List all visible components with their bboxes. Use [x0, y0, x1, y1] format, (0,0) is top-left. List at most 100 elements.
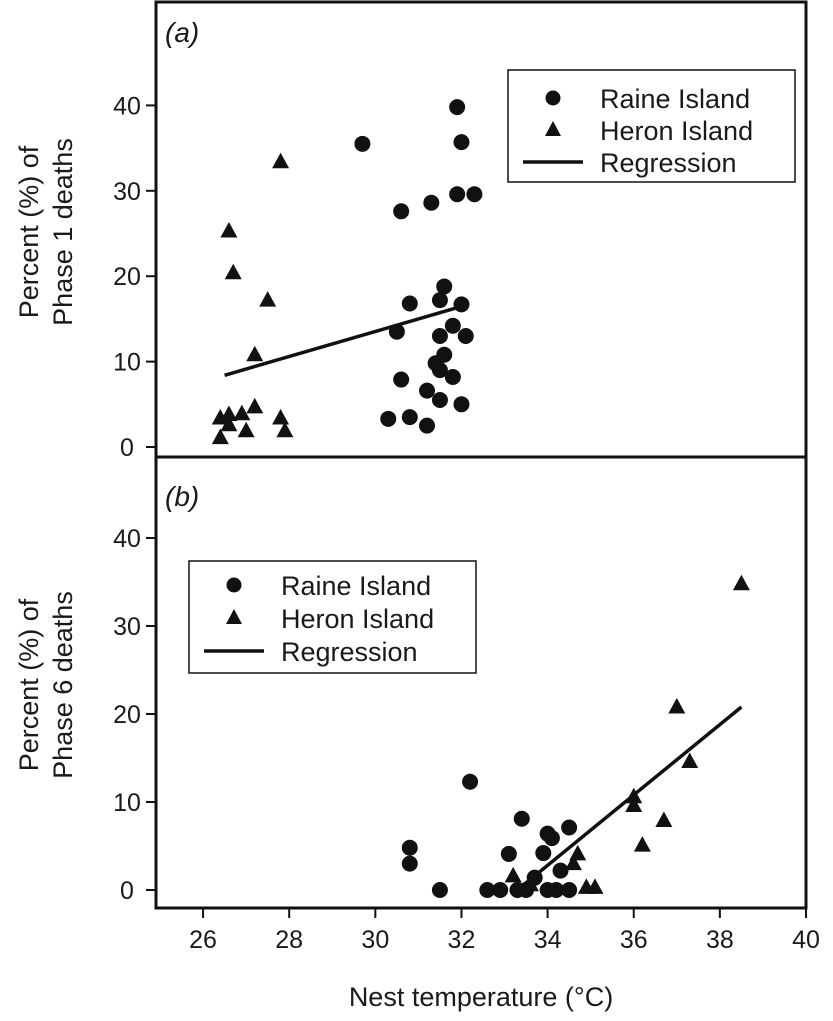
panel-b-heron-point: [633, 836, 651, 852]
panel-b-heron-point: [681, 752, 699, 769]
panel-a-heron-point: [211, 428, 229, 445]
panel-b-ytick-label: 40: [113, 525, 141, 553]
panel-b-raine-point: [500, 845, 517, 862]
panel-b-heron-point: [668, 697, 686, 714]
panel-a-regression-line: [224, 303, 467, 377]
panel-b-raine-point: [479, 882, 496, 898]
panel-b-ylabel-line2: Phase 6 deaths: [48, 591, 78, 779]
panel-b-raine-point: [462, 773, 479, 790]
panel-b-frame: [154, 455, 808, 910]
panel-a-ytick-label: 20: [113, 263, 141, 291]
panel-a-raine-point: [393, 371, 410, 388]
panel-a-raine-point: [466, 186, 483, 203]
x-tick-label: 38: [706, 926, 734, 954]
x-tick-label: 36: [620, 926, 648, 954]
panel-a-raine-point: [419, 382, 436, 399]
panel-b-raine-point: [548, 882, 565, 898]
x-axis-title: Nest temperature (°C): [349, 982, 613, 1012]
panel-a-raine-point: [388, 323, 405, 340]
panel-b-raine-point: [535, 845, 552, 862]
panel-a-heron-point: [233, 404, 251, 421]
panel-b-ytick-label: 30: [113, 613, 141, 641]
panel-a-heron-point: [272, 152, 290, 169]
panel-a-raine-point: [431, 362, 448, 379]
panel-b-raine-point: [561, 882, 578, 898]
panel-a-raine-point: [444, 317, 461, 334]
panel-a-heron-point: [272, 408, 290, 425]
panel-b-ylabel-line1: Percent (%) of: [14, 598, 44, 771]
panel-a-legend-circle-marker: [545, 90, 561, 106]
panel-a-raine-point: [401, 409, 418, 426]
panel-a-legend-regression: Regression: [600, 148, 737, 178]
panel-a-label: (a): [165, 17, 199, 48]
panel-a-raine-point: [423, 194, 440, 211]
panel-b-raine-point: [543, 830, 560, 847]
panel-a-ytick-label: 40: [113, 92, 141, 120]
panel-b-raine-point: [552, 862, 569, 879]
panel-b-raine-point: [513, 810, 530, 827]
panel-a-heron-point: [224, 263, 242, 280]
panel-b-legend-raine: Raine Island: [281, 571, 431, 601]
panel-b-raine-point: [431, 882, 448, 898]
panel-a-legend-triangle-marker: [545, 121, 561, 136]
panel-a-raine-point: [453, 396, 470, 413]
panel-a-heron-point: [220, 405, 238, 422]
panel-b-raine-point: [492, 882, 509, 898]
panel-a-legend: Raine Island Heron Island Regression: [507, 69, 796, 183]
panel-a-raine-point: [449, 99, 466, 116]
panel-a-raine-point: [431, 292, 448, 309]
panel-a-raine-point: [436, 278, 453, 295]
panel-b-heron-point: [625, 787, 643, 804]
panel-b-heron-point: [625, 796, 643, 813]
panel-b-ytick-label: 20: [113, 701, 141, 729]
panel-b-heron-point: [521, 875, 539, 892]
panel-b-heron-point: [504, 866, 522, 883]
panel-b-plot: 0 10 20 30 40 26 28 30 32 34 36 38 40: [113, 525, 820, 954]
panel-a-raine-point: [380, 410, 397, 427]
panel-a-heron-point: [246, 397, 264, 414]
panel-b-legend-circle-marker: [226, 577, 242, 593]
panel-b-heron-point: [564, 854, 582, 871]
panel-b-legend-heron: Heron Island: [281, 604, 434, 634]
panel-a-heron-point: [220, 221, 238, 238]
panel-a-raine-point: [436, 346, 453, 363]
panel-b-label: (b): [165, 481, 199, 512]
panel-a-raine-point: [419, 417, 436, 434]
panel-b-legend: Raine Island Heron Island Regression: [188, 560, 477, 674]
panel-a-raine-point: [449, 186, 466, 203]
panel-a-ytick-label: 0: [120, 434, 134, 462]
panel-a-ytick-label: 30: [113, 178, 141, 206]
panel-a-raine-point: [431, 392, 448, 409]
panel-a-heron-point: [246, 345, 264, 362]
panel-b-raine-point: [401, 839, 418, 856]
panel-a-raine-point: [431, 327, 448, 344]
x-tick-label: 26: [189, 926, 217, 954]
panel-a-raine-point: [393, 203, 410, 220]
x-tick-label: 32: [448, 926, 476, 954]
panel-a-ylabel-line2: Phase 1 deaths: [48, 138, 78, 326]
panel-a-raine-point: [354, 135, 371, 152]
panel-b-raine-point: [401, 855, 418, 872]
panel-a-legend-raine: Raine Island: [600, 84, 750, 114]
panel-a-heron-point: [237, 421, 255, 438]
panel-a-legend-heron: Heron Island: [600, 116, 753, 146]
panel-b-legend-triangle-marker: [226, 609, 242, 624]
panel-a-heron-point: [259, 291, 277, 307]
panel-a-plot: 0 10 20 30 40: [113, 92, 483, 462]
panel-b-ytick-label: 0: [120, 877, 134, 905]
panel-a-raine-point: [453, 134, 470, 151]
panel-a-ylabel-line1: Percent (%) of: [14, 145, 44, 318]
panel-a-raine-point: [444, 368, 461, 385]
panel-a-raine-point: [457, 327, 474, 344]
panel-a-ytick-label: 10: [113, 349, 141, 377]
x-tick-label: 30: [361, 926, 389, 954]
x-tick-label: 40: [792, 926, 820, 954]
panel-a-heron-point: [220, 415, 238, 432]
panel-b-raine-point: [561, 819, 578, 836]
panel-b-heron-point: [655, 811, 673, 827]
panel-b-ytick-label: 10: [113, 789, 141, 817]
panel-b-legend-regression: Regression: [281, 637, 418, 667]
panel-a-heron-point: [276, 421, 294, 438]
x-tick-label: 34: [534, 926, 562, 954]
